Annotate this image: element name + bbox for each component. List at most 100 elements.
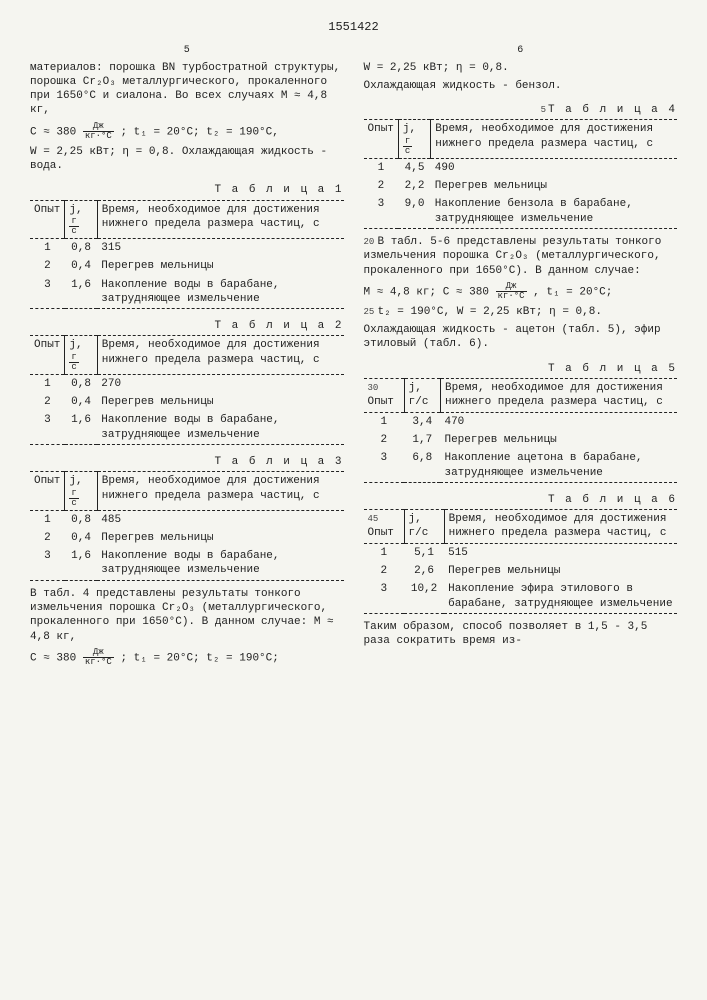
text: В табл. 5-6 представлены результаты тонк… — [364, 236, 662, 277]
line-num: 30 — [368, 383, 382, 395]
cell-j: 1,6 — [65, 411, 97, 444]
text: Опыт — [368, 527, 394, 539]
text: M ≈ 4,8 кг; C ≈ 380 — [364, 286, 496, 298]
th-j: j, г/с — [404, 379, 440, 413]
cell-j: 1,6 — [65, 276, 97, 309]
cell-j: 1,7 — [404, 431, 440, 449]
frac-bot: с — [69, 363, 78, 372]
cell-time: Перегрев мельницы — [97, 393, 343, 411]
cell-opyt: 1 — [30, 238, 65, 257]
cell-time: Перегрев мельницы — [440, 431, 677, 449]
left-column: 5 материалов: порошка BN турбостратной с… — [30, 44, 344, 671]
cell-time: 315 — [97, 238, 343, 257]
cell-opyt: 2 — [30, 393, 65, 411]
para: W = 2,25 кВт; η = 0,8. — [364, 61, 678, 75]
th-time: Время, необходимое для достижения нижнег… — [431, 120, 677, 158]
cell-opyt: 1 — [30, 510, 65, 529]
table-row: 20,4Перегрев мельницы — [30, 529, 344, 547]
cell-time: Перегрев мельницы — [97, 529, 343, 547]
table-4: Опыт j, гс Время, необходимое для достиж… — [364, 119, 678, 228]
table-row: 31,6Накопление воды в барабане, затрудня… — [30, 276, 344, 309]
cell-time: Накопление бензола в барабане, затрудняю… — [431, 195, 677, 228]
cell-time: 485 — [97, 510, 343, 529]
fraction: Джкг·°С — [83, 122, 114, 141]
th-j: j, гс — [65, 336, 97, 374]
cell-time: Перегрев мельницы — [431, 177, 677, 195]
line-num: 5 — [534, 105, 548, 117]
col-number-left: 5 — [30, 44, 344, 57]
th-j: j, гс — [398, 120, 430, 158]
para: Таким образом, способ позволяет в 1,5 - … — [364, 620, 678, 649]
col-number-right: 6 — [364, 44, 678, 57]
th-opyt: Опыт — [30, 336, 65, 374]
table-6: 45Опыт j, г/с Время, необходимое для дос… — [364, 509, 678, 614]
cell-time: 490 — [431, 158, 677, 177]
para: материалов: порошка BN турбостратной стр… — [30, 61, 344, 118]
cell-time: 470 — [440, 412, 677, 431]
table-row: 31,6Накопление воды в барабане, затрудня… — [30, 547, 344, 580]
para: В табл. 4 представлены результаты тонког… — [30, 587, 344, 644]
frac-bot: с — [403, 147, 412, 156]
cell-opyt: 2 — [364, 177, 399, 195]
table-row: 10,8270 — [30, 374, 344, 393]
th-time: Время, необходимое для достижения нижнег… — [97, 200, 343, 238]
right-column: 6 W = 2,25 кВт; η = 0,8. Охлаждающая жид… — [364, 44, 678, 671]
th-opyt: 30Опыт — [364, 379, 405, 413]
text: ; t₁ = 20°C; t₂ = 190°C; — [120, 652, 278, 664]
frac-bot: кг·°С — [496, 292, 527, 301]
table-row: 20,4Перегрев мельницы — [30, 393, 344, 411]
cell-opyt: 3 — [30, 547, 65, 580]
table-label: Т а б л и ц а 6 — [364, 493, 678, 507]
table-5: 30Опыт j, г/с Время, необходимое для дос… — [364, 378, 678, 483]
cell-j: 3,4 — [404, 412, 440, 431]
tbody-4: 14,549022,2Перегрев мельницы39,0Накоплен… — [364, 158, 678, 228]
cell-j: 0,8 — [65, 510, 97, 529]
tbody-5: 13,447021,7Перегрев мельницы36,8Накоплен… — [364, 412, 678, 482]
cell-time: 270 — [97, 374, 343, 393]
doc-number: 1551422 — [30, 20, 677, 36]
text: C ≈ 380 — [30, 652, 83, 664]
cell-time: 515 — [444, 543, 677, 562]
frac-bot: кг·°С — [83, 658, 114, 667]
table-label: Т а б л и ц а 3 — [30, 455, 344, 469]
fraction: Джкг·°С — [83, 648, 114, 667]
cell-time: Накопление ацетона в барабане, затрудняю… — [440, 449, 677, 482]
table-3: Опыт j, гс Время, необходимое для достиж… — [30, 471, 344, 580]
th-j: j, гс — [65, 200, 97, 238]
para: 20В табл. 5-6 представлены результаты то… — [364, 235, 678, 278]
cell-j: 0,4 — [65, 529, 97, 547]
cell-j: 5,1 — [404, 543, 444, 562]
th-j: j, гс — [65, 472, 97, 510]
cell-time: Перегрев мельницы — [97, 257, 343, 275]
text: Опыт — [368, 396, 394, 408]
table-row: 10,8315 — [30, 238, 344, 257]
fraction: гс — [69, 489, 78, 508]
cell-opyt: 2 — [30, 529, 65, 547]
frac-bot: кг·°С — [83, 132, 114, 141]
frac-bot: с — [69, 227, 78, 236]
line-num: 45 — [368, 514, 382, 526]
table-label: 5Т а б л и ц а 4 — [364, 103, 678, 117]
table-row: 39,0Накопление бензола в барабане, затру… — [364, 195, 678, 228]
cell-time: Накопление эфира этилового в барабане, з… — [444, 580, 677, 613]
cell-opyt: 1 — [30, 374, 65, 393]
th-opyt: Опыт — [30, 472, 65, 510]
table-label: Т а б л и ц а 2 — [30, 319, 344, 333]
table-row: 21,7Перегрев мельницы — [364, 431, 678, 449]
table-row: 20,4Перегрев мельницы — [30, 257, 344, 275]
th-time: Время, необходимое для достижения нижнег… — [97, 472, 343, 510]
table-row: 22,2Перегрев мельницы — [364, 177, 678, 195]
text: C ≈ 380 — [30, 126, 83, 138]
cell-time: Накопление воды в барабане, затрудняющее… — [97, 276, 343, 309]
text: j, — [403, 123, 416, 135]
cell-j: 0,4 — [65, 393, 97, 411]
formula: C ≈ 380 Джкг·°С ; t₁ = 20°C; t₂ = 190°C, — [30, 122, 344, 141]
tbody-3: 10,848520,4Перегрев мельницы31,6Накоплен… — [30, 510, 344, 580]
para: W = 2,25 кВт; η = 0,8. Охлаждающая жидко… — [30, 145, 344, 174]
fraction: Джкг·°С — [496, 282, 527, 301]
fraction: гс — [69, 217, 78, 236]
th-opyt: 45Опыт — [364, 510, 405, 544]
two-column-layout: 5 материалов: порошка BN турбостратной с… — [30, 44, 677, 671]
para: Охлаждающая жидкость - бензол. — [364, 79, 678, 93]
formula: C ≈ 380 Джкг·°С ; t₁ = 20°C; t₂ = 190°C; — [30, 648, 344, 667]
